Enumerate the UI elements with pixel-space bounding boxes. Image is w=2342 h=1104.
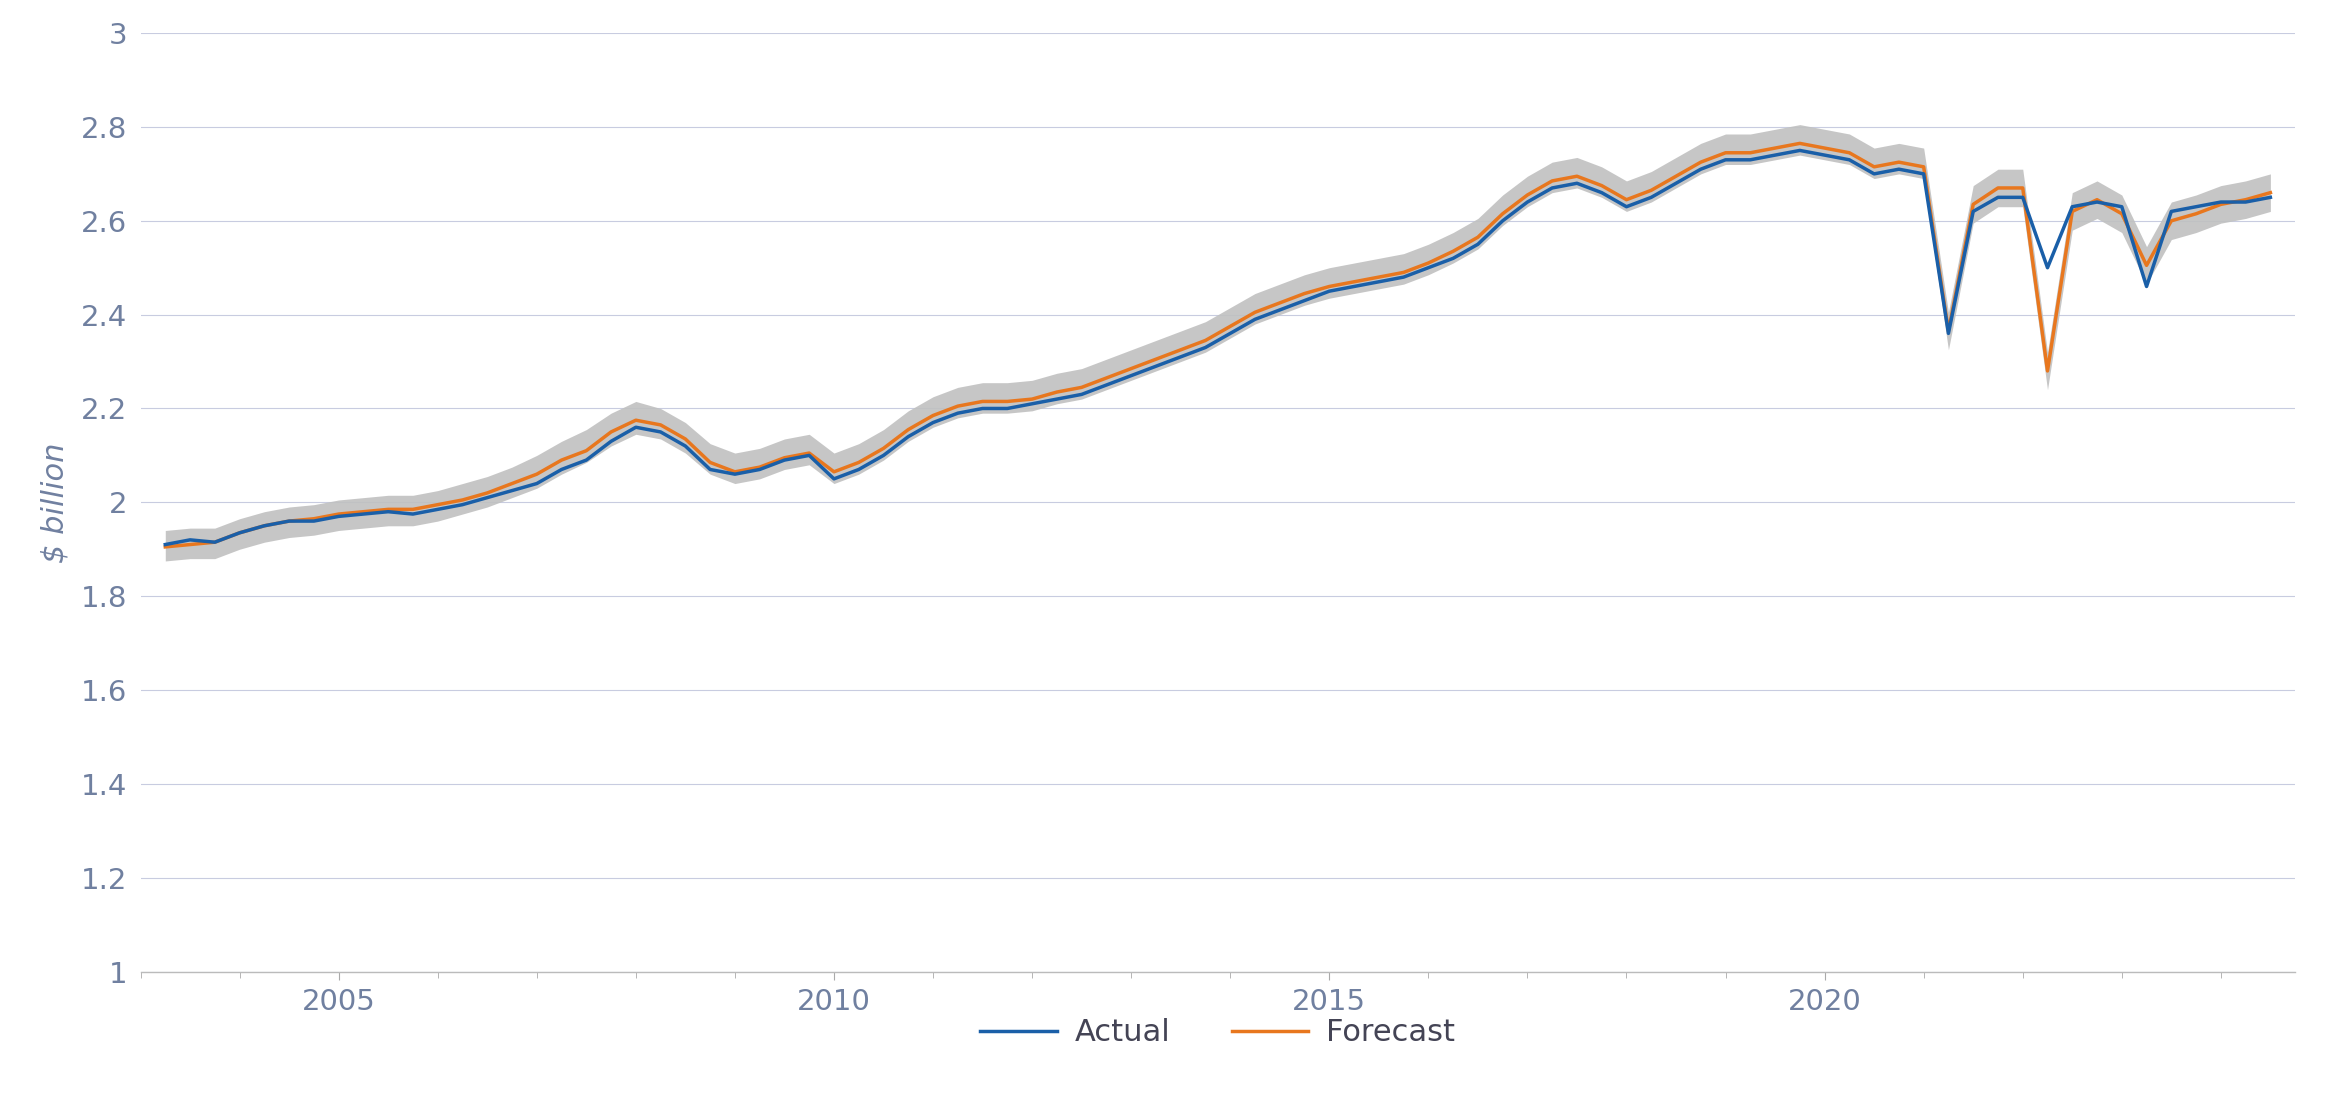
Legend: Actual, Forecast: Actual, Forecast — [967, 1006, 1468, 1060]
Y-axis label: $ billion: $ billion — [40, 442, 70, 563]
